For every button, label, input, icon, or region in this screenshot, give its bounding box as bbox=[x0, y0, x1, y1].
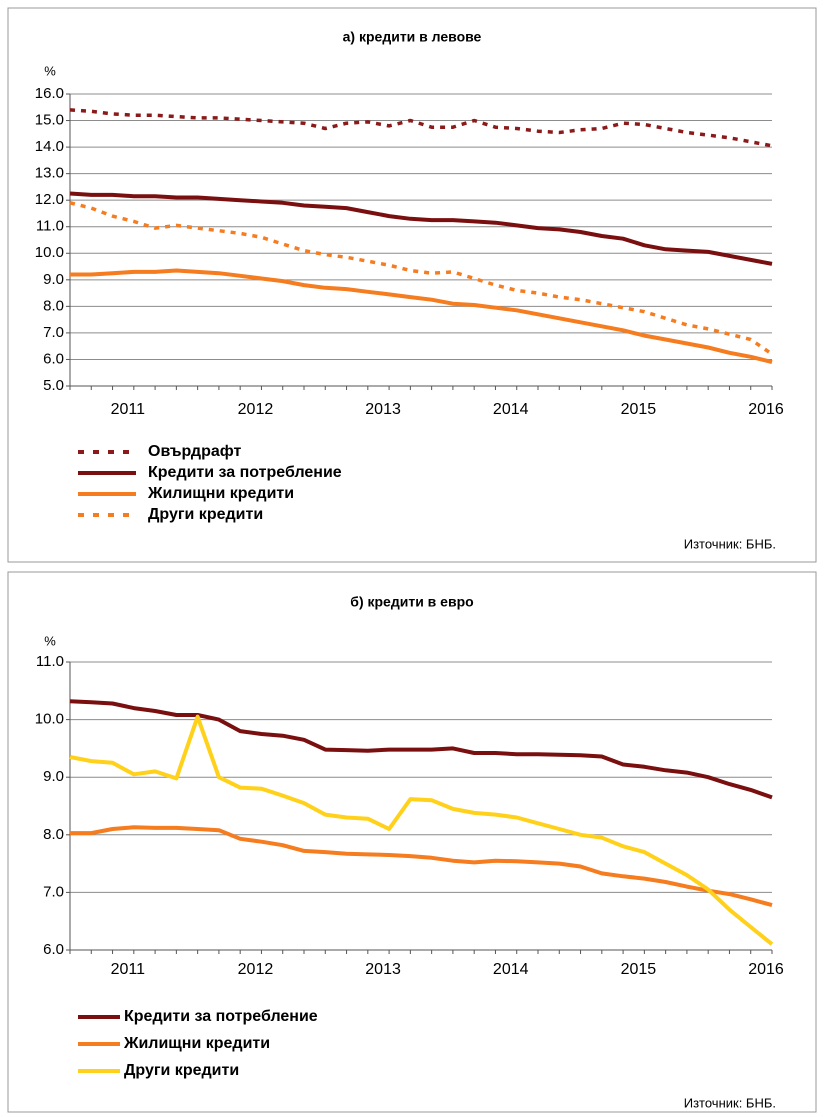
y-tick-label: 13.0 bbox=[35, 165, 64, 182]
y-tick-label: 14.0 bbox=[35, 138, 64, 155]
x-tick-label: 2014 bbox=[493, 961, 529, 978]
series-line bbox=[69, 108, 773, 148]
y-tick-label: 9.0 bbox=[43, 768, 64, 785]
y-tick-label: 5.0 bbox=[43, 377, 64, 394]
y-tick-label: 8.0 bbox=[43, 826, 64, 843]
y-tick-label: 15.0 bbox=[35, 112, 64, 129]
x-tick-label: 2011 bbox=[111, 961, 146, 978]
y-tick-label: 8.0 bbox=[43, 297, 64, 314]
y-tick-label: 6.0 bbox=[43, 941, 64, 958]
y-tick-label: 12.0 bbox=[35, 191, 64, 208]
legend-label: Жилищни кредити bbox=[147, 485, 294, 502]
x-tick-label: 2016 bbox=[748, 961, 784, 978]
y-tick-label: 10.0 bbox=[35, 711, 64, 728]
y-tick-label: 11.0 bbox=[36, 653, 64, 670]
y-tick-label: 16.0 bbox=[35, 85, 64, 102]
y-tick-label: 6.0 bbox=[43, 350, 64, 367]
chart-title: а) кредити в левове bbox=[343, 29, 482, 45]
chart-title: б) кредити в евро bbox=[350, 594, 473, 610]
series-line bbox=[70, 825, 773, 908]
series-line bbox=[69, 201, 773, 356]
series-line bbox=[70, 268, 773, 365]
source-note: Източник: БНБ. bbox=[684, 536, 776, 551]
x-tick-label: 2016 bbox=[748, 401, 784, 418]
x-tick-label: 2013 bbox=[365, 961, 401, 978]
legend-label: Други кредити bbox=[148, 506, 263, 523]
series-line bbox=[69, 699, 773, 800]
y-tick-label: 11.0 bbox=[36, 218, 64, 235]
legend-label: Овърдрафт bbox=[148, 443, 242, 460]
legend-label: Други кредити bbox=[124, 1062, 239, 1079]
x-tick-label: 2015 bbox=[621, 961, 657, 978]
x-tick-label: 2015 bbox=[621, 401, 657, 418]
x-tick-label: 2011 bbox=[111, 401, 146, 418]
panel-frame bbox=[7, 7, 817, 563]
y-tick-label: 10.0 bbox=[35, 244, 64, 261]
x-tick-label: 2013 bbox=[365, 401, 401, 418]
y-tick-label: 7.0 bbox=[43, 883, 64, 900]
series-line bbox=[69, 191, 773, 266]
x-tick-label: 2012 bbox=[238, 401, 274, 418]
series-line bbox=[69, 714, 774, 946]
y-tick-label: 7.0 bbox=[43, 324, 64, 341]
y-axis-label: % bbox=[44, 63, 56, 78]
legend-label: Кредити за потребление bbox=[148, 464, 342, 481]
y-axis-label: % bbox=[44, 633, 56, 648]
legend-label: Кредити за потребление bbox=[124, 1008, 318, 1025]
source-note: Източник: БНБ. bbox=[684, 1095, 776, 1110]
legend-label: Жилищни кредити bbox=[123, 1035, 270, 1052]
panel-frame bbox=[7, 571, 817, 1113]
x-tick-label: 2012 bbox=[238, 961, 274, 978]
y-tick-label: 9.0 bbox=[43, 271, 64, 288]
x-tick-label: 2014 bbox=[493, 401, 529, 418]
